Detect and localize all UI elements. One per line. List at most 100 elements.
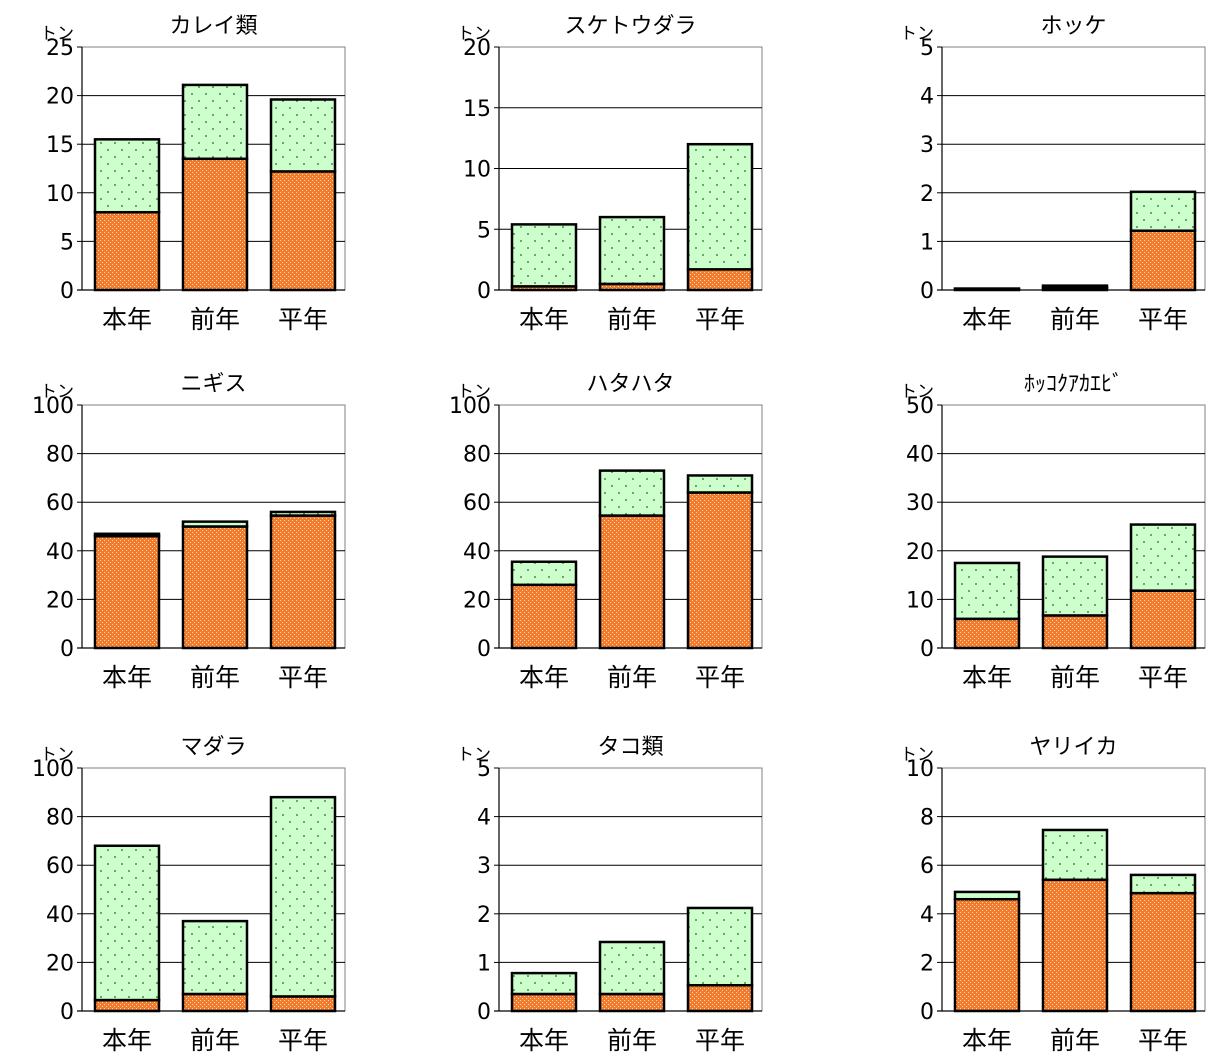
- y-tick-label: 80: [463, 443, 491, 468]
- y-tick-label: 0: [477, 279, 491, 304]
- bar-segment: [686, 906, 754, 987]
- bar-segment: [598, 215, 666, 286]
- bar-segment: [1041, 555, 1109, 617]
- bar-segment: [181, 520, 249, 528]
- bar-segment: [510, 223, 578, 288]
- bar-segment: [598, 940, 666, 996]
- bar-segment: [181, 992, 249, 1013]
- x-category-label: 本年: [962, 305, 1012, 334]
- bar-segment: [953, 890, 1021, 901]
- y-tick-label: 2: [920, 182, 934, 207]
- y-tick-label: 6: [920, 854, 934, 879]
- x-category-label: 前年: [190, 1026, 240, 1055]
- x-category-label: 本年: [519, 1026, 569, 1055]
- chart-title: ハタハタ: [586, 372, 674, 397]
- bar-segment: [93, 534, 161, 650]
- bar-segment: [510, 560, 578, 587]
- bar-segment: [598, 992, 666, 1013]
- unit-label: トン: [40, 382, 74, 402]
- unit-label: トン: [457, 382, 491, 402]
- x-category-label: 平年: [695, 305, 745, 334]
- y-tick-label: 100: [32, 757, 74, 782]
- y-tick-label: 5: [920, 36, 934, 61]
- bar-segment: [510, 583, 578, 650]
- y-tick-label: 10: [46, 182, 74, 207]
- x-category-label: 本年: [519, 305, 569, 334]
- y-tick-label: 3: [477, 854, 491, 879]
- x-category-label: 平年: [278, 663, 328, 692]
- bar-segment: [510, 992, 578, 1013]
- bar-segment: [953, 287, 1021, 291]
- chart-title: カレイ類: [169, 14, 257, 39]
- x-category-label: 前年: [190, 305, 240, 334]
- unit-label: トン: [457, 24, 491, 44]
- y-tick-label: 20: [46, 85, 74, 110]
- x-category-label: 本年: [519, 663, 569, 692]
- bar-segment: [1129, 523, 1197, 592]
- x-category-label: 平年: [1138, 305, 1188, 334]
- bar-segment: [181, 83, 249, 161]
- bar-segment: [269, 995, 337, 1013]
- bar-segment: [1041, 828, 1109, 882]
- chart-title: マダラ: [180, 735, 246, 760]
- bar-segment: [269, 514, 337, 650]
- y-tick-label: 5: [477, 757, 491, 782]
- chart-title: タコ類: [597, 735, 663, 760]
- bar-segment: [1129, 589, 1197, 650]
- y-tick-label: 60: [463, 491, 491, 516]
- unit-label: トン: [457, 745, 491, 765]
- y-tick-label: 0: [477, 1000, 491, 1025]
- y-tick-label: 10: [463, 158, 491, 183]
- y-tick-label: 0: [920, 279, 934, 304]
- y-tick-label: 0: [920, 1000, 934, 1025]
- bar-segment: [181, 919, 249, 996]
- y-tick-label: 20: [906, 540, 934, 565]
- y-tick-label: 80: [46, 443, 74, 468]
- bar-segment: [1129, 229, 1197, 292]
- y-tick-label: 20: [463, 588, 491, 613]
- x-category-label: 本年: [102, 305, 152, 334]
- y-tick-label: 0: [60, 637, 74, 662]
- bar-segment: [510, 971, 578, 996]
- y-tick-label: 40: [46, 903, 74, 928]
- unit-label: トン: [40, 24, 74, 44]
- bar-segment: [1041, 614, 1109, 650]
- bar-segment: [269, 510, 337, 517]
- bar-segment: [686, 142, 754, 271]
- y-tick-label: 15: [46, 133, 74, 158]
- y-tick-label: 5: [477, 218, 491, 243]
- chart-title: スケトウダラ: [564, 14, 696, 39]
- chart-title: ホッケ: [1040, 14, 1106, 39]
- x-category-label: 前年: [607, 663, 657, 692]
- x-category-label: 平年: [1138, 663, 1188, 692]
- y-tick-label: 100: [449, 394, 491, 419]
- x-category-label: 平年: [1138, 1026, 1188, 1055]
- bar-segment: [1129, 891, 1197, 1013]
- y-tick-label: 2: [477, 903, 491, 928]
- bar-segment: [181, 157, 249, 292]
- y-tick-label: 40: [463, 540, 491, 565]
- x-category-label: 平年: [278, 305, 328, 334]
- bar-segment: [93, 532, 161, 538]
- y-tick-label: 20: [463, 36, 491, 61]
- y-tick-label: 10: [906, 588, 934, 613]
- unit-label: トン: [900, 382, 934, 402]
- x-category-label: 本年: [102, 663, 152, 692]
- x-category-label: 前年: [1050, 1026, 1100, 1055]
- x-category-label: 前年: [607, 1026, 657, 1055]
- bar-segment: [953, 617, 1021, 650]
- chart-title: ﾎｯｺｸｱｶｴﾋﾞ: [1024, 372, 1123, 397]
- bar-segment: [269, 98, 337, 173]
- bar-segment: [93, 210, 161, 292]
- x-category-label: 平年: [278, 1026, 328, 1055]
- bar-segment: [686, 268, 754, 292]
- bar-segment: [953, 561, 1021, 621]
